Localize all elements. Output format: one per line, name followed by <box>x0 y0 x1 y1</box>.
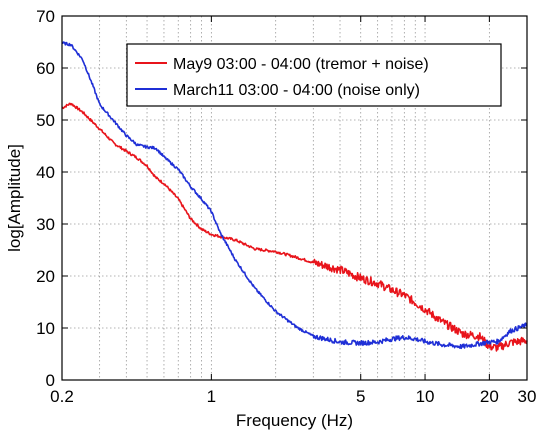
x-tick-label: 30 <box>518 387 537 406</box>
legend-box <box>126 43 502 107</box>
legend-label-2: March11 03:00 - 04:00 (noise only) <box>173 82 420 99</box>
x-axis-label: Frequency (Hz) <box>236 411 353 430</box>
y-tick-label: 40 <box>36 163 55 182</box>
y-tick-label: 0 <box>46 371 55 390</box>
y-tick-label: 30 <box>36 215 55 234</box>
x-tick-label: 1 <box>207 387 216 406</box>
series-layer <box>61 41 528 352</box>
x-tick-label: 20 <box>480 387 499 406</box>
plot-frame <box>61 15 528 381</box>
x-tick-label: 10 <box>416 387 435 406</box>
series-line-1 <box>61 102 528 352</box>
y-tick-label: 70 <box>36 7 55 26</box>
y-tick-label: 10 <box>36 319 55 338</box>
y-tick-label: 20 <box>36 267 55 286</box>
x-tick-label: 0.2 <box>50 387 74 406</box>
y-axis-label: log[Amplitude] <box>5 144 24 252</box>
legend: May9 03:00 - 04:00 (tremor + noise) March… <box>126 43 502 107</box>
x-tick-label: 5 <box>356 387 365 406</box>
tick-layer: 0.2 1 5 10 20 30 0 10 20 30 40 50 60 70 <box>36 7 536 406</box>
y-tick-label: 60 <box>36 59 55 78</box>
legend-label-1: May9 03:00 - 04:00 (tremor + noise) <box>173 56 429 73</box>
series-line-2 <box>61 41 528 350</box>
y-tick-label: 50 <box>36 111 55 130</box>
